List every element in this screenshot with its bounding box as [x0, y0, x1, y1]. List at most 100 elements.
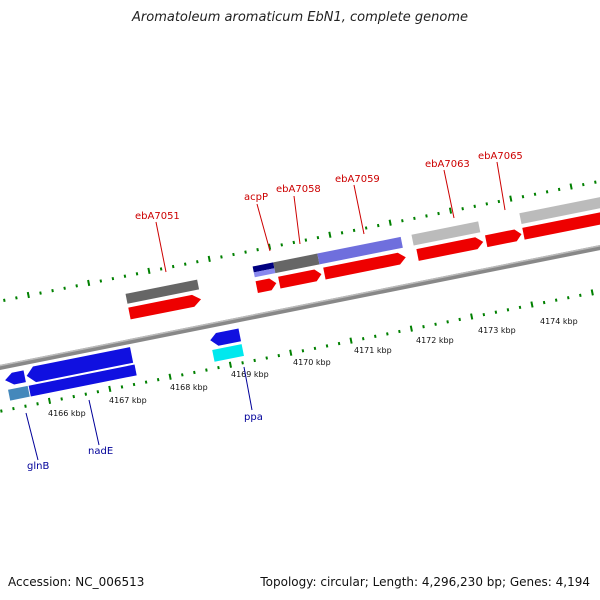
- minor-tick: [325, 344, 329, 348]
- major-tick: [388, 219, 392, 226]
- minor-tick: [24, 404, 27, 408]
- label-ebA7059[interactable]: ebA7059: [335, 174, 380, 185]
- major-tick: [289, 349, 293, 356]
- cds-arrow-ebA7058[interactable]: [278, 268, 323, 289]
- minor-tick: [533, 192, 537, 196]
- major-tick: [509, 195, 513, 202]
- minor-tick: [39, 291, 42, 295]
- cds-arrow-ebA7051[interactable]: [128, 293, 202, 320]
- leader-ebA7063: [443, 169, 455, 219]
- major-tick: [47, 397, 52, 405]
- minor-tick: [485, 202, 489, 206]
- minor-tick: [352, 228, 356, 233]
- genome-backbone-highlight: [0, 239, 600, 371]
- leader-ebA7058: [293, 195, 301, 245]
- minor-tick: [594, 180, 597, 184]
- scale-label-4172: 4172 kbp: [416, 336, 454, 345]
- cds-arrow-ebA7063[interactable]: [416, 236, 484, 261]
- reverse-tick-row: [0, 289, 594, 413]
- label-ebA7065[interactable]: ebA7065: [478, 151, 523, 162]
- scale-label-4170: 4170 kbp: [293, 358, 331, 367]
- cds-arrow-next[interactable]: [522, 208, 600, 240]
- leader-ebA7059: [353, 184, 365, 235]
- minor-tick: [554, 298, 558, 302]
- minor-tick: [434, 322, 437, 326]
- minor-tick: [446, 320, 449, 324]
- minor-tick: [506, 308, 510, 312]
- label-acpP[interactable]: acpP: [244, 192, 268, 203]
- cds-arrow-acpP[interactable]: [255, 277, 278, 293]
- gene-bar-acpP-lower[interactable]: [253, 268, 276, 278]
- minor-tick: [277, 353, 281, 358]
- scale-label-4171: 4171 kbp: [354, 346, 392, 355]
- minor-tick: [220, 255, 223, 259]
- cds-arrow-ebA7065[interactable]: [485, 228, 523, 248]
- minor-tick: [557, 187, 561, 192]
- label-ebA7063[interactable]: ebA7063: [425, 159, 470, 170]
- leader-ebA7065: [496, 161, 506, 211]
- major-tick: [569, 183, 573, 190]
- minor-tick: [120, 385, 124, 389]
- minor-tick: [373, 334, 377, 338]
- major-tick: [590, 289, 594, 296]
- minor-tick: [144, 380, 148, 384]
- minor-tick: [241, 361, 244, 365]
- scale-label-4174: 4174 kbp: [540, 317, 578, 326]
- gene-bar-ebA7058[interactable]: [273, 253, 320, 274]
- major-tick: [328, 231, 332, 238]
- forward-features: [125, 193, 600, 320]
- scale-label-4173: 4173 kbp: [478, 326, 516, 335]
- minor-tick: [280, 243, 284, 247]
- gene-bar-ebA7051[interactable]: [125, 279, 200, 304]
- major-tick: [108, 385, 112, 392]
- minor-tick: [12, 406, 15, 411]
- leader-glnB: [25, 412, 39, 461]
- cds-arrow-ebA7059[interactable]: [323, 251, 407, 280]
- scale-label-4167: 4167 kbp: [109, 396, 147, 405]
- minor-tick: [72, 394, 76, 399]
- minor-tick: [217, 365, 220, 370]
- minor-tick: [473, 204, 477, 208]
- major-tick: [168, 373, 172, 380]
- minor-tick: [337, 341, 341, 346]
- major-tick: [530, 301, 534, 308]
- reverse-features: [4, 328, 244, 401]
- minor-tick: [545, 190, 549, 194]
- gene-bar-glnB[interactable]: [8, 385, 30, 401]
- minor-tick: [0, 409, 3, 413]
- gene-bar-ebA7063[interactable]: [411, 221, 481, 246]
- label-glnB[interactable]: glnB: [27, 461, 49, 472]
- gene-bar-ebA7059[interactable]: [317, 236, 403, 265]
- cds-arrow-ppa[interactable]: [209, 328, 242, 347]
- gene-bar-next[interactable]: [519, 193, 600, 224]
- minor-tick: [376, 223, 380, 228]
- gene-bar-nadE[interactable]: [28, 364, 137, 397]
- major-tick: [26, 291, 30, 299]
- minor-tick: [232, 252, 235, 257]
- minor-tick: [422, 325, 425, 329]
- major-tick: [409, 325, 413, 332]
- leader-ebA7051: [155, 221, 167, 273]
- label-ppa[interactable]: ppa: [244, 412, 263, 423]
- cds-arrow-nadE[interactable]: [25, 347, 134, 384]
- gene-bar-acpP[interactable]: [252, 262, 275, 273]
- major-tick: [448, 207, 453, 214]
- label-ebA7058[interactable]: ebA7058: [276, 184, 321, 195]
- minor-tick: [36, 402, 39, 406]
- minor-tick: [542, 300, 546, 305]
- leader-ppa: [243, 366, 253, 411]
- cds-arrow-glnB[interactable]: [4, 370, 26, 386]
- gene-bar-ppa[interactable]: [212, 344, 244, 362]
- scale-label-4168: 4168 kbp: [170, 383, 208, 392]
- major-tick: [349, 337, 353, 344]
- minor-tick: [494, 310, 498, 314]
- minor-tick: [60, 397, 63, 401]
- minor-tick: [99, 279, 103, 283]
- label-nadE[interactable]: nadE: [88, 446, 113, 457]
- minor-tick: [401, 219, 404, 223]
- label-ebA7051[interactable]: ebA7051: [135, 211, 180, 222]
- scale-label-4166: 4166 kbp: [48, 409, 86, 418]
- scale-labels: 4166 kbp 4167 kbp 4168 kbp 4169 kbp 4170…: [48, 317, 578, 418]
- minor-tick: [84, 392, 88, 396]
